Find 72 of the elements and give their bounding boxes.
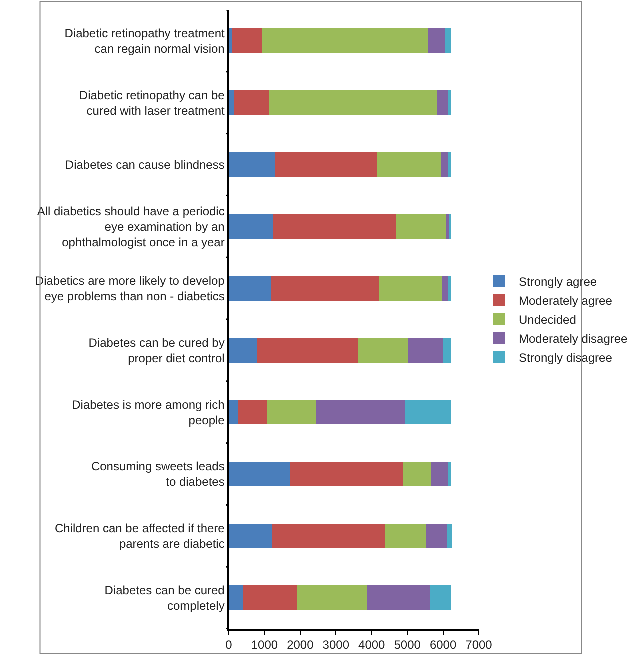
legend-label: Moderately disagree — [519, 332, 628, 346]
y-tick-label: Diabetes can cause blindness — [65, 158, 225, 172]
bar — [297, 586, 368, 610]
bar — [316, 400, 406, 425]
y-tick-label: Children can be affected if there parents are diabetic — [54, 522, 226, 552]
x-tick-label: 4000 — [358, 638, 386, 652]
bar — [428, 28, 446, 54]
bar — [444, 338, 452, 363]
bar — [257, 338, 359, 363]
bar — [396, 214, 446, 240]
bar — [368, 586, 430, 610]
bar — [244, 586, 298, 610]
x-tick-label: 1000 — [251, 638, 278, 652]
bar — [272, 524, 386, 549]
bar — [229, 28, 232, 54]
legend-label: Moderately agree — [519, 294, 613, 308]
bar — [270, 90, 438, 116]
bar — [448, 462, 452, 487]
bar — [358, 338, 409, 363]
bar — [229, 400, 238, 425]
bar — [431, 462, 448, 487]
legend-label: Strongly agree — [519, 275, 598, 290]
bar — [238, 400, 267, 425]
bar — [229, 276, 272, 301]
legend-label: Strongly disagree — [519, 351, 613, 366]
bar — [234, 90, 270, 116]
y-tick-label: All diabetics should have a periodic eye examination by an ophthalmologist once in a year — [37, 204, 225, 250]
bar — [404, 462, 432, 487]
bar — [229, 214, 274, 240]
bar — [262, 28, 428, 54]
bar — [438, 90, 448, 116]
bar — [266, 400, 316, 425]
y-tick-label: Consuming sweets leads to diabetes — [91, 460, 225, 490]
bar — [448, 90, 451, 116]
y-tick-label: Diabetes can be cured by proper diet control — [88, 336, 225, 366]
bar — [232, 28, 262, 54]
bar — [448, 276, 452, 301]
bar — [442, 276, 449, 301]
bar — [273, 214, 396, 240]
bar — [385, 524, 426, 549]
bar — [426, 524, 448, 549]
bar — [229, 524, 272, 549]
x-tick-label: 2000 — [287, 638, 314, 652]
bar — [430, 586, 452, 610]
bar — [441, 152, 449, 178]
bar — [445, 28, 452, 54]
bar — [229, 152, 276, 178]
bar — [275, 152, 377, 178]
y-tick-label: Diabetic retinopathy can be cured with laser treatment — [79, 88, 226, 118]
bar — [272, 276, 380, 301]
bar — [448, 524, 452, 549]
y-tick-label: Diabetes can be cured completely — [104, 583, 225, 614]
x-tick-label: 0 — [226, 638, 233, 652]
bar — [229, 338, 258, 363]
x-tick-label: 7000 — [466, 638, 493, 652]
bar — [229, 462, 290, 487]
y-tick-label: Diabetes is more among rich people — [72, 398, 226, 428]
bar — [290, 462, 404, 487]
y-tick-label: Diabetic retinopathy treatment can regain normal vision — [64, 26, 226, 56]
bar — [229, 90, 235, 116]
y-tick-label: Diabetics are more likely to develop eye problems than non - diabetics — [35, 274, 226, 304]
bar — [408, 338, 444, 363]
bar — [379, 276, 442, 301]
bar — [376, 152, 442, 178]
x-tick-label: 6000 — [430, 638, 457, 652]
x-tick-label: 5000 — [394, 638, 422, 652]
bar — [229, 586, 244, 610]
x-tick-label: 3000 — [322, 638, 350, 652]
bar — [405, 400, 452, 425]
bar — [446, 214, 450, 240]
legend-label: Undecided — [519, 313, 576, 328]
bar — [448, 152, 452, 178]
